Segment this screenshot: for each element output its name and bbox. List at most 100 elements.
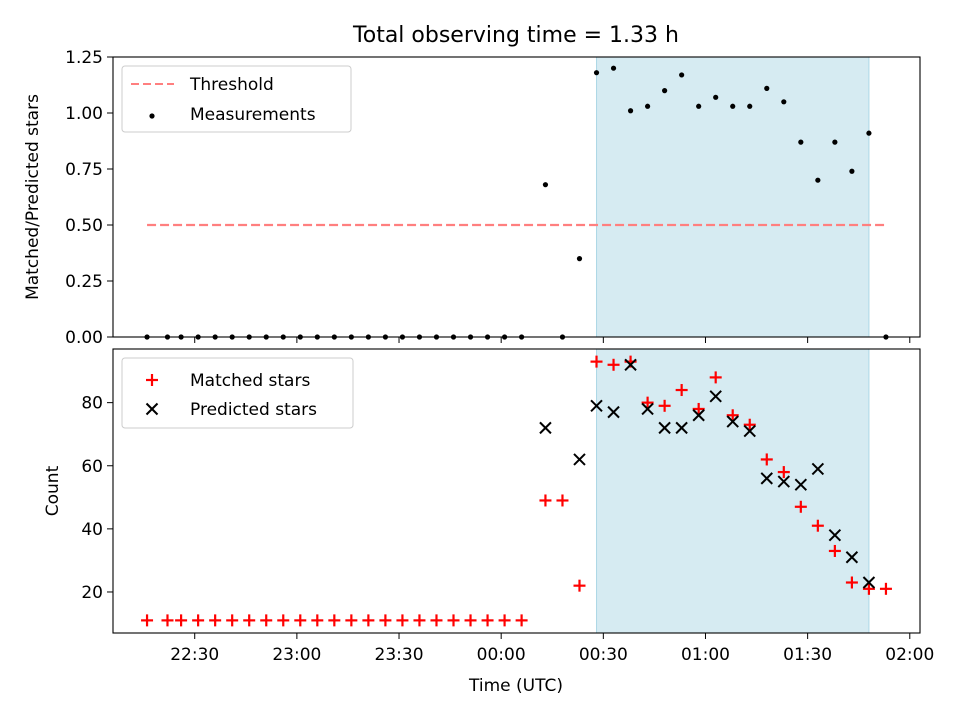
predicted-star-point xyxy=(624,358,637,371)
predicted-star-point xyxy=(811,462,825,476)
predicted-star-point xyxy=(709,390,722,403)
matched-star-point xyxy=(515,614,528,627)
bottom-xtick-label: 23:30 xyxy=(375,645,424,665)
bottom-ytick-label: 40 xyxy=(81,520,103,540)
matched-star-point xyxy=(379,614,392,627)
matched-star-point xyxy=(692,402,705,415)
bottom-xtick-label: 22:30 xyxy=(170,645,219,665)
matched-star-point xyxy=(709,371,722,384)
predicted-star-point xyxy=(862,576,876,589)
bottom-xtick-label: 02:00 xyxy=(885,645,934,665)
matched-star-point xyxy=(590,355,603,368)
top-y-axis-label: Matched/Predicted stars xyxy=(23,94,43,300)
bottom-legend-frame xyxy=(121,357,354,429)
measurement-point xyxy=(542,182,549,188)
top-ytick-label: 1.25 xyxy=(65,48,103,68)
predicted-star-point xyxy=(760,472,773,485)
legend-measurements-label: Measurements xyxy=(190,105,316,125)
x-axis-label: Time (UTC) xyxy=(468,676,563,696)
matched-star-point xyxy=(260,614,273,627)
bottom-ytick-label: 80 xyxy=(81,394,103,414)
matched-star-point xyxy=(294,614,307,627)
top-ytick-label: 1.00 xyxy=(65,104,103,124)
matched-star-point xyxy=(879,582,892,595)
matched-star-point xyxy=(192,614,205,627)
measurement-point xyxy=(696,103,702,109)
measurement-point xyxy=(593,70,600,76)
matched-star-point xyxy=(447,614,460,627)
top-ytick-label: 0.50 xyxy=(65,216,103,236)
measurement-point xyxy=(662,88,668,94)
legend-predicted-label: Predicted stars xyxy=(190,400,317,420)
predicted-star-point xyxy=(726,415,739,428)
matched-star-point xyxy=(430,614,443,627)
predicted-star-point xyxy=(641,402,654,416)
matched-star-point xyxy=(481,614,494,627)
predicted-star-point xyxy=(607,405,620,419)
measurement-point xyxy=(866,130,872,136)
top-legend-frame xyxy=(121,65,352,133)
predicted-star-point xyxy=(590,399,603,413)
matched-star-point xyxy=(641,396,654,409)
top-shaded-span xyxy=(596,56,870,338)
matched-star-point xyxy=(845,576,858,589)
matched-star-point xyxy=(141,614,154,627)
predicted-star-point xyxy=(539,421,552,435)
matched-star-point xyxy=(311,614,324,627)
measurement-point xyxy=(781,99,787,105)
matched-star-point xyxy=(175,614,188,627)
bottom-legend: Matched stars Predicted stars xyxy=(121,357,354,429)
measurement-point xyxy=(764,85,770,91)
legend-matched-swatch xyxy=(146,374,158,386)
measurement-point xyxy=(610,65,617,71)
measurement-point xyxy=(627,108,634,114)
matched-star-point xyxy=(794,500,807,513)
matched-star-point xyxy=(726,409,739,422)
predicted-star-point xyxy=(743,424,756,438)
predicted-star-point xyxy=(845,551,859,564)
top-panel: 0.00 0.25 0.50 0.75 1.00 1.25 Matched/Predict… xyxy=(23,48,921,348)
bottom-xtick-label: 00:00 xyxy=(477,645,526,665)
bottom-xtick-label: 23:00 xyxy=(272,645,321,665)
bottom-xtick-label: 00:30 xyxy=(579,645,628,665)
legend-threshold-label: Threshold xyxy=(189,75,274,95)
predicted-star-point xyxy=(573,453,586,466)
matched-star-point xyxy=(226,614,239,627)
matched-star-point xyxy=(539,494,552,507)
matched-star-point xyxy=(743,418,756,431)
bottom-panel: 20 40 60 80 22:30 23:00 23:30 00:00 00:30 01:00 01… xyxy=(43,348,934,696)
figure-title: Total observing time = 1.33 h xyxy=(352,23,679,48)
measurement-point xyxy=(730,103,736,109)
predicted-star-point xyxy=(658,421,671,435)
predicted-star-point xyxy=(692,409,705,422)
matched-star-point xyxy=(862,582,875,595)
predicted-star-point xyxy=(777,475,791,488)
measurement-point xyxy=(798,139,804,145)
measurement-point xyxy=(815,177,821,183)
measurement-point xyxy=(576,256,583,262)
measurement-point xyxy=(747,103,753,109)
measurement-point xyxy=(713,94,719,100)
matched-star-point xyxy=(396,614,409,627)
top-ytick-label: 0.25 xyxy=(65,272,103,292)
matched-star-point xyxy=(811,519,824,532)
bottom-xtick-label: 01:30 xyxy=(783,645,832,665)
predicted-star-point xyxy=(828,528,842,542)
matched-star-point xyxy=(464,614,477,627)
measurement-point xyxy=(644,103,651,109)
matched-star-point xyxy=(413,614,426,627)
bottom-ytick-label: 20 xyxy=(81,583,103,603)
bottom-y-axis-label: Count xyxy=(43,465,63,516)
matched-star-point xyxy=(243,614,256,627)
bottom-ytick-label: 60 xyxy=(81,457,103,477)
matched-star-point xyxy=(277,614,290,627)
measurement-point xyxy=(832,139,838,145)
top-legend: Threshold Measurements xyxy=(121,65,352,133)
bottom-xtick-label: 01:00 xyxy=(681,645,730,665)
matched-star-point xyxy=(658,399,671,412)
matched-star-point xyxy=(777,466,790,479)
matched-star-point xyxy=(573,579,586,592)
matched-star-point xyxy=(328,614,341,627)
matched-star-point xyxy=(556,494,569,507)
